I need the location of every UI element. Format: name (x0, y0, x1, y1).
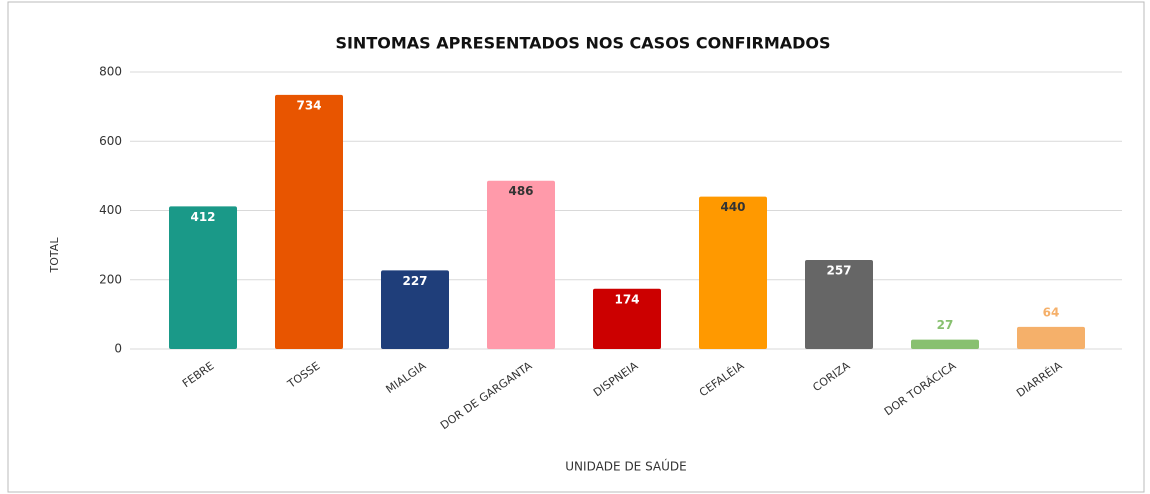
bar (275, 94, 343, 349)
y-tick-label: 200 (99, 272, 122, 286)
bar (169, 206, 237, 349)
data-label: 64 (1043, 305, 1060, 319)
data-label: 174 (614, 292, 639, 306)
y-tick-label: 600 (99, 134, 122, 148)
x-axis-label: UNIDADE DE SAÚDE (565, 459, 686, 474)
bar (805, 260, 873, 349)
y-tick-label: 800 (99, 65, 122, 79)
bar (381, 270, 449, 349)
bar (593, 288, 661, 349)
data-label: 734 (296, 98, 321, 112)
bar (911, 339, 979, 349)
data-label: 440 (720, 200, 745, 214)
bar (699, 196, 767, 349)
data-label: 227 (402, 274, 427, 288)
y-tick-label: 400 (99, 203, 122, 217)
data-label: 412 (190, 210, 215, 224)
chart-title: SINTOMAS APRESENTADOS NOS CASOS CONFIRMA… (335, 34, 830, 53)
data-label: 257 (826, 264, 851, 278)
bar (487, 180, 555, 349)
y-tick-label: 0 (114, 342, 122, 356)
bar (1017, 326, 1085, 349)
data-label: 27 (937, 318, 954, 332)
data-label: 486 (508, 184, 533, 198)
y-axis-label: TOTAL (48, 237, 61, 274)
